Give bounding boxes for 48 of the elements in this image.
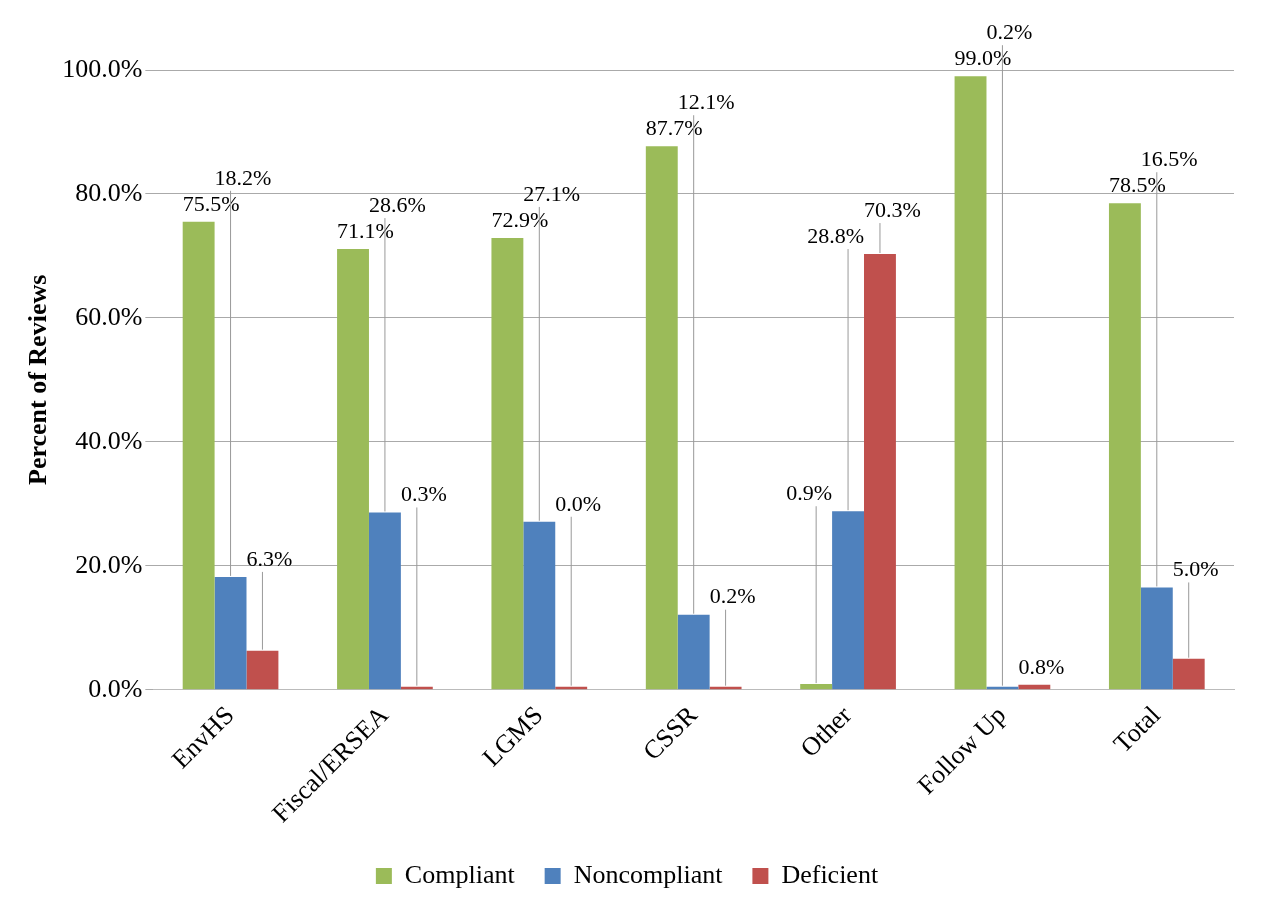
data-label: 0.2% <box>709 583 756 609</box>
bar <box>954 76 987 690</box>
bar <box>1140 587 1173 690</box>
data-label: 16.5% <box>1140 146 1198 172</box>
data-label: 28.6% <box>368 191 426 217</box>
bar <box>677 614 710 690</box>
bar <box>800 684 833 690</box>
data-label: 12.1% <box>677 89 735 114</box>
data-label: 27.1% <box>523 180 581 206</box>
y-tick-label: 40.0% <box>75 425 143 455</box>
data-label: 71.1% <box>337 217 394 243</box>
bar <box>246 650 279 690</box>
data-label: 6.3% <box>246 545 293 571</box>
bar <box>1108 203 1141 690</box>
y-tick-label: 20.0% <box>75 549 143 579</box>
bar <box>368 512 401 690</box>
bar <box>864 254 896 690</box>
bar <box>1018 684 1051 690</box>
data-label: 99.0% <box>954 44 1012 70</box>
data-label: 75.5% <box>182 190 240 216</box>
data-label: 0.8% <box>1018 653 1065 679</box>
data-label: 0.0% <box>555 490 602 516</box>
y-tick-label: 100.0% <box>62 53 143 83</box>
legend-label: Noncompliant <box>573 859 724 889</box>
y-tick-label: 60.0% <box>75 301 143 331</box>
data-label: 0.9% <box>786 480 833 505</box>
bar <box>645 146 678 690</box>
data-label: 87.7% <box>645 115 703 140</box>
data-label: 5.0% <box>1172 556 1219 582</box>
y-tick-label: 0.0% <box>88 673 143 703</box>
data-label: 72.9% <box>491 206 549 232</box>
data-label: 0.3% <box>400 481 447 507</box>
data-label: 18.2% <box>214 164 272 190</box>
bar <box>214 576 247 690</box>
legend-label: Compliant <box>404 859 516 889</box>
bar <box>337 249 369 690</box>
data-label: 0.2% <box>986 18 1033 44</box>
bar <box>832 511 865 690</box>
bar <box>523 521 556 690</box>
y-axis-title: Percent of Reviews <box>23 274 53 486</box>
bar <box>491 237 524 690</box>
data-label: 28.8% <box>807 222 865 248</box>
y-tick-label: 80.0% <box>75 177 143 207</box>
data-label: 70.3% <box>864 196 921 222</box>
legend-label: Deficient <box>781 859 879 889</box>
data-label: 78.5% <box>1108 172 1166 198</box>
bar <box>182 221 215 690</box>
bar <box>1172 658 1205 690</box>
